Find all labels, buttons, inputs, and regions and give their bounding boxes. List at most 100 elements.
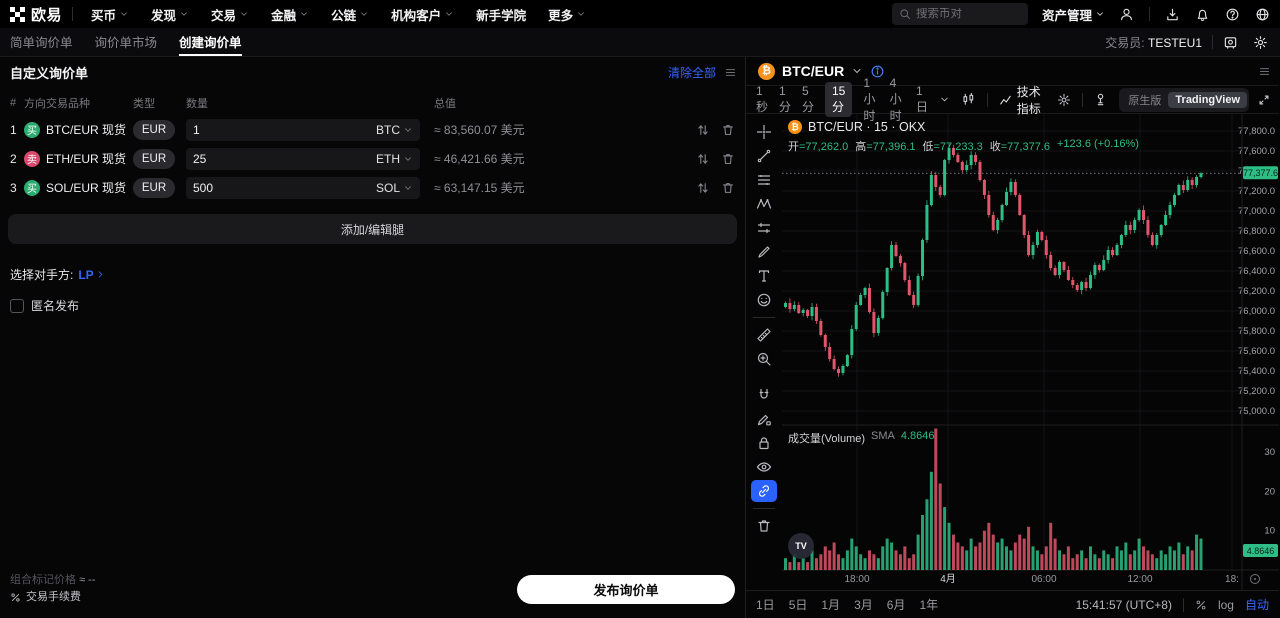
tool-fib-lines[interactable] <box>751 169 777 191</box>
tool-emoji[interactable] <box>751 289 777 311</box>
delete-leg-button[interactable] <box>721 181 735 195</box>
range-group: 1日 5日 1月 3月 6月 1年 <box>756 596 938 613</box>
search-input[interactable] <box>915 8 1021 20</box>
swap-button[interactable] <box>696 152 710 166</box>
range-5日[interactable]: 5日 <box>788 598 808 612</box>
auto-scale-button[interactable]: 自动 <box>1244 598 1269 612</box>
vault-button[interactable] <box>1223 35 1238 50</box>
info-icon[interactable] <box>870 64 885 79</box>
nav-menu-发现[interactable]: 发现 <box>151 5 189 24</box>
help-button[interactable] <box>1225 7 1240 22</box>
tool-ruler[interactable] <box>751 324 777 346</box>
tool-zoom-in[interactable] <box>751 348 777 370</box>
chevron-down-icon[interactable] <box>939 94 950 105</box>
interval-1日[interactable]: 1日 <box>915 84 928 114</box>
tab-创建询价单[interactable]: 创建询价单 <box>179 28 242 56</box>
user-button[interactable] <box>1119 7 1134 22</box>
type-cell: EUR <box>133 119 186 140</box>
candlestick-chart[interactable]: 77,800.077,600.077,400.077,200.077,000.0… <box>782 114 1279 590</box>
chevron-down-icon <box>299 9 309 19</box>
indicators-button[interactable]: 技术指标 <box>999 83 1046 117</box>
symbol-name[interactable]: BTC/EUR <box>782 63 845 79</box>
nav-menu-交易[interactable]: 交易 <box>211 5 249 24</box>
currency-pill[interactable]: EUR <box>133 177 175 198</box>
interval-15分[interactable]: 15分 <box>825 82 853 117</box>
nav-menu-买币[interactable]: 买币 <box>91 5 129 24</box>
interval-5分[interactable]: 5分 <box>802 84 815 114</box>
interval-1小时[interactable]: 1小时 <box>863 75 876 123</box>
tool-brush[interactable] <box>751 241 777 263</box>
tool-draw-lock[interactable] <box>751 408 777 430</box>
swap-button[interactable] <box>696 181 710 195</box>
tool-crosshair[interactable] <box>751 121 777 143</box>
pair-select[interactable]: SOL/EUR 现货 <box>46 179 137 196</box>
chart-plot[interactable]: ₿ BTC/EUR · 15 · OKX 开=77,262.0 高=77,396.… <box>782 114 1279 590</box>
range-1日[interactable]: 1日 <box>756 598 775 612</box>
nav-menu-金融[interactable]: 金融 <box>271 5 309 24</box>
download-button[interactable] <box>1165 7 1180 22</box>
globe-button[interactable] <box>1255 7 1270 22</box>
nav-menu-新手学院[interactable]: 新手学院 <box>476 5 526 24</box>
swap-button[interactable] <box>696 123 710 137</box>
interval-1分[interactable]: 1分 <box>779 84 792 114</box>
tool-pattern[interactable] <box>751 193 777 215</box>
amount-input[interactable]: 500 SOL <box>186 176 420 199</box>
pair-select[interactable]: ETH/EUR 现货 <box>46 150 137 167</box>
tool-forecast[interactable] <box>751 217 777 239</box>
tool-text[interactable] <box>751 265 777 287</box>
nav-menu-机构客户[interactable]: 机构客户 <box>391 5 454 24</box>
candle-style-icon <box>963 92 974 105</box>
range-1月[interactable]: 1月 <box>821 598 841 612</box>
delete-leg-button[interactable] <box>721 152 735 166</box>
publish-rfq-button[interactable]: 发布询价单 <box>517 574 735 604</box>
unit-select[interactable]: SOL <box>376 181 413 195</box>
tool-link[interactable] <box>751 480 777 502</box>
tradingview-logo[interactable]: TV <box>788 533 814 559</box>
counterparty-link[interactable]: LP <box>78 268 105 282</box>
interval-1秒[interactable]: 1秒 <box>756 84 769 114</box>
range-6月[interactable]: 6月 <box>886 598 906 612</box>
interval-4小时[interactable]: 4小时 <box>889 75 902 123</box>
currency-pill[interactable]: EUR <box>133 119 175 140</box>
clear-all-button[interactable]: 清除全部 <box>667 65 716 80</box>
gear-button[interactable] <box>1253 35 1268 50</box>
search-box[interactable] <box>891 3 1028 25</box>
range-1年[interactable]: 1年 <box>919 598 939 612</box>
delete-leg-button[interactable] <box>721 123 735 137</box>
chart-menu-icon[interactable] <box>1258 65 1271 78</box>
anonymous-checkbox[interactable] <box>10 298 24 313</box>
gear-icon[interactable] <box>1057 93 1071 107</box>
candle-style-icon[interactable] <box>961 92 976 107</box>
assets-menu[interactable]: 资产管理 <box>1042 5 1105 24</box>
amount-input[interactable]: 1 BTC <box>186 118 420 141</box>
tab-简单询价单[interactable]: 简单询价单 <box>10 36 73 50</box>
percent-scale-button[interactable] <box>1195 599 1207 611</box>
tool-trash[interactable] <box>751 515 777 537</box>
subnav-right: 交易员: TESTEU1 <box>1105 34 1268 51</box>
tool-trend-line[interactable] <box>751 145 777 167</box>
currency-pill[interactable]: EUR <box>133 148 175 169</box>
chevron-down-icon[interactable] <box>851 65 863 77</box>
unit-select[interactable]: BTC <box>376 123 413 137</box>
add-edit-legs-button[interactable]: 添加/编辑腿 <box>8 214 737 244</box>
toggle-tradingview[interactable]: TradingView <box>1168 91 1248 108</box>
compare-icon[interactable] <box>1093 92 1108 107</box>
tab-询价单市场[interactable]: 询价单市场 <box>94 36 158 50</box>
ohlc-low-value: =77,233.3 <box>933 141 983 153</box>
okx-logo[interactable]: 欧易 <box>10 4 62 25</box>
bell-button[interactable] <box>1195 7 1210 22</box>
tool-lock[interactable] <box>751 432 777 454</box>
fullscreen-icon[interactable] <box>1257 93 1271 107</box>
tool-eye[interactable] <box>751 456 777 478</box>
range-3月[interactable]: 3月 <box>854 598 873 612</box>
unit-select[interactable]: ETH <box>376 152 413 166</box>
toggle-native[interactable]: 原生版 <box>1128 94 1162 107</box>
nav-menu-公链[interactable]: 公链 <box>331 5 369 24</box>
btc-coin-icon: ₿ <box>758 62 775 80</box>
nav-menu-更多[interactable]: 更多 <box>548 5 586 24</box>
pair-select[interactable]: BTC/EUR 现货 <box>46 121 137 138</box>
log-scale-button[interactable]: log <box>1217 597 1234 612</box>
panel-menu-icon[interactable] <box>724 66 737 79</box>
amount-input[interactable]: 25 ETH <box>186 147 420 170</box>
tool-magnet[interactable] <box>751 384 777 406</box>
